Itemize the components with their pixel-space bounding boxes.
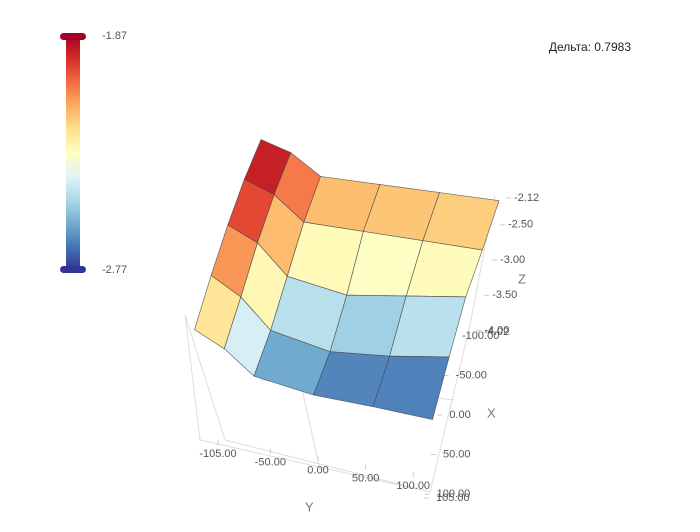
- z-tick-label: -4.00: [484, 324, 509, 336]
- annotation: Дельта: 0.7983: [549, 40, 631, 54]
- visual-map-bar: [66, 36, 80, 270]
- y-tick-label: 50.00: [352, 472, 380, 484]
- y-axis-label: Y: [305, 499, 314, 514]
- x-tick-label: -100.00: [462, 330, 499, 342]
- y-tick-label: -105.00: [199, 448, 236, 460]
- surface: [194, 139, 500, 420]
- z-axis-label: Z: [518, 271, 526, 286]
- y-tick-label: 0.00: [307, 464, 328, 476]
- z-tick-label: -2.12: [514, 192, 539, 204]
- surface-cell: [372, 355, 450, 420]
- z-tick-label: -2.50: [508, 219, 533, 231]
- z-tick-label: -4.02: [484, 326, 509, 338]
- y-tick-label: 100.00: [396, 480, 430, 492]
- z-tick-label: -3.00: [500, 254, 525, 266]
- x-axis-label: X: [487, 405, 496, 420]
- x-tick-label: 50.00: [443, 448, 471, 460]
- visual-map-max: -1.87: [102, 30, 127, 42]
- x-tick-label: 100.00: [437, 488, 471, 500]
- visual-map-min: -2.77: [102, 264, 127, 276]
- x-tick-label: -50.00: [456, 369, 487, 381]
- x-tick-label: 105.00: [436, 492, 470, 504]
- y-tick-label: -50.00: [255, 457, 286, 469]
- visual-map-handle[interactable]: [60, 266, 86, 273]
- visual-map-handle[interactable]: [60, 33, 86, 40]
- x-tick-label: 0.00: [449, 409, 470, 421]
- z-tick-label: -3.50: [492, 289, 517, 301]
